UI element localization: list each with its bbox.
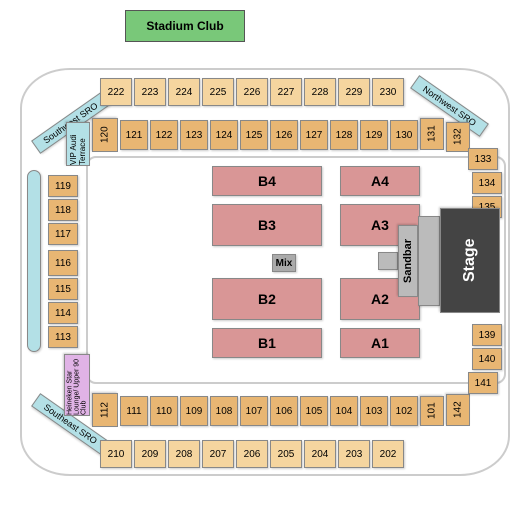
section-A4[interactable]: A4 (340, 166, 420, 196)
sandbar-t-vertical (418, 216, 440, 306)
vip-audi-terrace[interactable]: VIP Audi Terrace (66, 122, 90, 166)
section-222[interactable]: 222 (100, 78, 132, 106)
mix-booth[interactable]: Mix (272, 254, 296, 272)
stadium-club[interactable]: Stadium Club (125, 10, 245, 42)
stage[interactable]: Stage (440, 208, 500, 313)
section-203[interactable]: 203 (338, 440, 370, 468)
section-129[interactable]: 129 (360, 120, 388, 150)
section-108[interactable]: 108 (210, 396, 238, 426)
section-223[interactable]: 223 (134, 78, 166, 106)
section-121[interactable]: 121 (120, 120, 148, 150)
section-229[interactable]: 229 (338, 78, 370, 106)
section-208[interactable]: 208 (168, 440, 200, 468)
seating-chart: Stadium Club Southwest SRONorthwest SROS… (0, 0, 525, 525)
section-132[interactable]: 132 (446, 122, 470, 152)
section-114[interactable]: 114 (48, 302, 78, 324)
section-112[interactable]: 112 (92, 393, 118, 427)
section-102[interactable]: 102 (390, 396, 418, 426)
section-A1[interactable]: A1 (340, 328, 420, 358)
section-224[interactable]: 224 (168, 78, 200, 106)
sandbar[interactable]: Sandbar (398, 225, 418, 297)
section-204[interactable]: 204 (304, 440, 336, 468)
section-128[interactable]: 128 (330, 120, 358, 150)
sro-side[interactable] (27, 170, 41, 352)
section-225[interactable]: 225 (202, 78, 234, 106)
section-B1[interactable]: B1 (212, 328, 322, 358)
section-202[interactable]: 202 (372, 440, 404, 468)
section-139[interactable]: 139 (472, 324, 502, 346)
section-115[interactable]: 115 (48, 278, 78, 300)
section-111[interactable]: 111 (120, 396, 148, 426)
section-110[interactable]: 110 (150, 396, 178, 426)
section-101[interactable]: 101 (420, 396, 444, 426)
section-117[interactable]: 117 (48, 223, 78, 245)
section-107[interactable]: 107 (240, 396, 268, 426)
heineken-lounge[interactable]: Heineken Star Lounge/ Upper 90 Club (64, 354, 90, 416)
section-210[interactable]: 210 (100, 440, 132, 468)
section-126[interactable]: 126 (270, 120, 298, 150)
section-131[interactable]: 131 (420, 118, 444, 150)
section-124[interactable]: 124 (210, 120, 238, 150)
section-207[interactable]: 207 (202, 440, 234, 468)
section-125[interactable]: 125 (240, 120, 268, 150)
section-209[interactable]: 209 (134, 440, 166, 468)
section-116[interactable]: 116 (48, 250, 78, 276)
section-134[interactable]: 134 (472, 172, 502, 194)
section-130[interactable]: 130 (390, 120, 418, 150)
section-104[interactable]: 104 (330, 396, 358, 426)
section-119[interactable]: 119 (48, 175, 78, 197)
section-118[interactable]: 118 (48, 199, 78, 221)
section-227[interactable]: 227 (270, 78, 302, 106)
sandbar-stem (378, 252, 398, 270)
section-105[interactable]: 105 (300, 396, 328, 426)
section-109[interactable]: 109 (180, 396, 208, 426)
section-127[interactable]: 127 (300, 120, 328, 150)
section-226[interactable]: 226 (236, 78, 268, 106)
section-123[interactable]: 123 (180, 120, 208, 150)
section-142[interactable]: 142 (446, 394, 470, 426)
section-133[interactable]: 133 (468, 148, 498, 170)
section-206[interactable]: 206 (236, 440, 268, 468)
section-113[interactable]: 113 (48, 326, 78, 348)
section-140[interactable]: 140 (472, 348, 502, 370)
section-B4[interactable]: B4 (212, 166, 322, 196)
section-103[interactable]: 103 (360, 396, 388, 426)
section-230[interactable]: 230 (372, 78, 404, 106)
section-106[interactable]: 106 (270, 396, 298, 426)
section-120[interactable]: 120 (92, 118, 118, 152)
section-205[interactable]: 205 (270, 440, 302, 468)
section-B2[interactable]: B2 (212, 278, 322, 320)
section-B3[interactable]: B3 (212, 204, 322, 246)
section-122[interactable]: 122 (150, 120, 178, 150)
section-228[interactable]: 228 (304, 78, 336, 106)
section-141[interactable]: 141 (468, 372, 498, 394)
